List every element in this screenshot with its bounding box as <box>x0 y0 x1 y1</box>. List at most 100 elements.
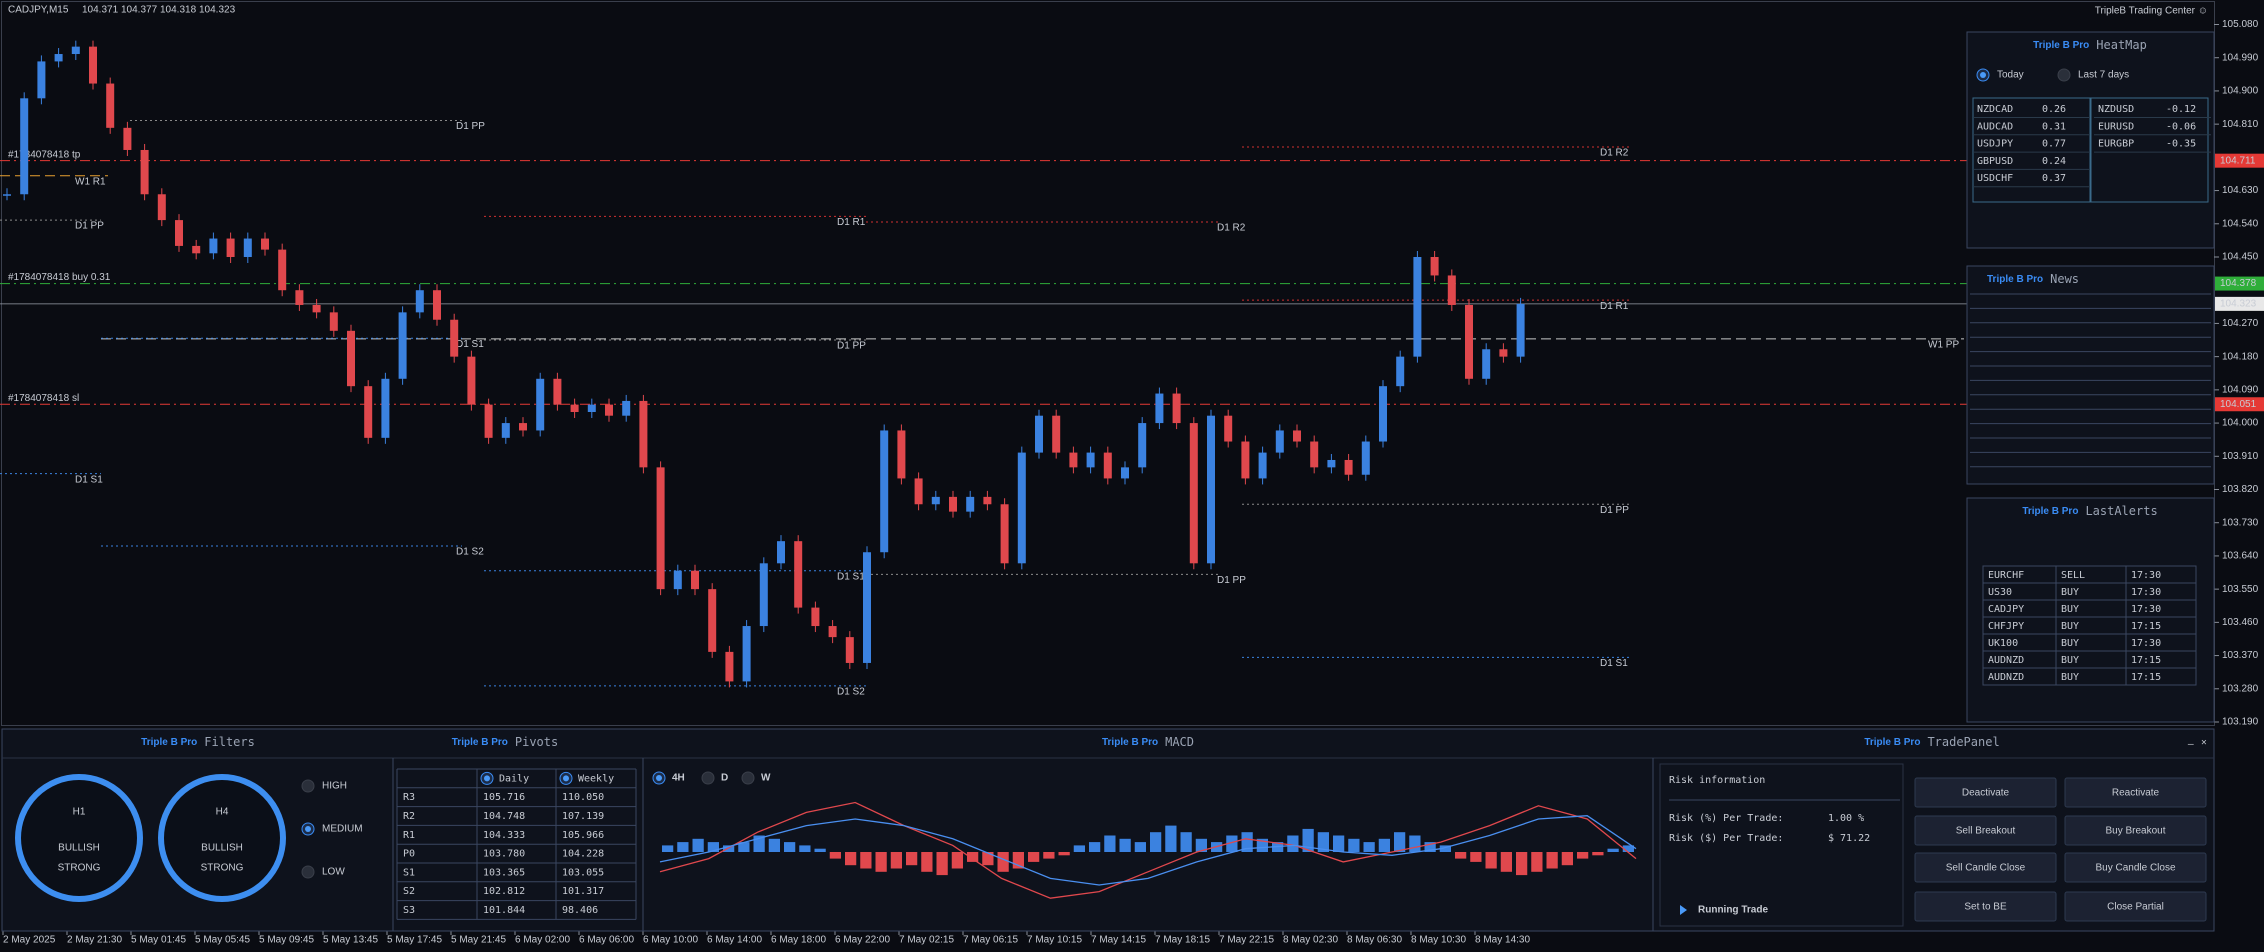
macd-bar <box>1516 852 1528 876</box>
order-label: #1784078418 sl <box>8 393 79 404</box>
price-marker <box>2215 397 2264 412</box>
gauge-ring <box>15 774 143 902</box>
alert-cell: UK100 <box>1988 638 2018 649</box>
candle <box>605 404 613 416</box>
trade-button[interactable] <box>2064 852 2207 883</box>
macd-bar <box>1378 838 1390 852</box>
filter-level: LOW <box>322 867 345 878</box>
running-trade[interactable]: Running Trade <box>1698 905 1768 916</box>
gauge-ring <box>158 774 286 902</box>
candle <box>312 304 321 313</box>
panel-title-name: Filters <box>204 735 255 749</box>
radio[interactable] <box>741 771 755 785</box>
macd-bar <box>784 842 796 852</box>
macd-bar <box>829 852 841 859</box>
pivot-cell: 98.406 <box>562 905 598 916</box>
level-label: W1 PP <box>1928 340 1959 351</box>
candle <box>71 46 80 55</box>
candle <box>639 400 648 468</box>
radio[interactable] <box>701 771 715 785</box>
panel-title-name: Pivots <box>515 735 558 749</box>
trade-button[interactable] <box>2064 777 2207 808</box>
macd-bar <box>1592 852 1604 856</box>
trade-button-label[interactable]: Sell Breakout <box>1956 826 2016 837</box>
trade-button[interactable] <box>1914 891 2057 922</box>
time-label: 8 May 10:30 <box>1411 935 1466 946</box>
panel-title: Triple B Pro TradePanel <box>1864 735 1999 749</box>
trade-button-label[interactable]: Deactivate <box>1962 788 2010 799</box>
gauge-timeframe: H1 <box>73 807 86 818</box>
minimize-button[interactable]: _ <box>2187 735 2194 746</box>
candle <box>37 61 46 99</box>
macd-bar <box>1561 852 1573 866</box>
candle <box>1224 415 1233 442</box>
time-label: 5 May 17:45 <box>387 935 442 946</box>
time-label: 8 May 14:30 <box>1475 935 1530 946</box>
trade-button-label[interactable]: Reactivate <box>2112 788 2160 799</box>
panel-title-brand: Triple B Pro <box>141 737 197 748</box>
macd-bar <box>1165 825 1177 852</box>
alert-cell: CHFJPY <box>1988 621 2024 632</box>
trade-button-label[interactable]: Set to BE <box>1964 902 2007 913</box>
candle <box>1138 423 1147 468</box>
radio-dot <box>305 826 311 832</box>
trade-button-label[interactable]: Buy Breakout <box>2105 826 2165 837</box>
alert-cell: BUY <box>2061 604 2079 615</box>
price-tick-label: 104.090 <box>2222 384 2259 395</box>
price-tick-label: 104.270 <box>2222 318 2259 329</box>
trade-button[interactable] <box>2064 815 2207 846</box>
time-label: 5 May 01:45 <box>131 935 186 946</box>
candle <box>1172 393 1181 424</box>
running-icon <box>1680 905 1687 915</box>
time-label: 2 May 21:30 <box>67 935 122 946</box>
candle <box>897 430 906 479</box>
candle <box>1258 452 1267 479</box>
radio[interactable] <box>301 865 315 879</box>
trade-button-label[interactable]: Close Partial <box>2107 902 2164 913</box>
level-label: D1 R2 <box>1217 223 1246 234</box>
macd-bar <box>951 852 963 869</box>
macd-bar <box>1439 845 1451 852</box>
candle <box>54 54 63 62</box>
level-label: D1 R1 <box>837 217 866 228</box>
candle <box>484 404 493 438</box>
pivot-cell: 104.333 <box>483 830 525 841</box>
price-tick-label: 103.730 <box>2222 517 2259 528</box>
pivot-cell: R1 <box>403 830 415 841</box>
panel-title-brand: Triple B Pro <box>1102 737 1158 748</box>
pair: EURUSD <box>2098 121 2134 132</box>
radio[interactable] <box>301 779 315 793</box>
panel-title-brand: Triple B Pro <box>452 737 508 748</box>
trade-button-label[interactable]: Buy Candle Close <box>2095 863 2175 874</box>
panel-title: Triple B Pro Filters <box>141 735 255 749</box>
close-button[interactable]: × <box>2201 738 2207 749</box>
panel-title: Triple B Pro MACD <box>1102 735 1194 749</box>
candle <box>398 312 407 379</box>
macd-bar <box>1226 835 1238 852</box>
candle <box>1017 452 1026 564</box>
bottom-panel <box>1 728 2215 932</box>
candle <box>622 400 631 416</box>
macd-bar <box>814 848 826 852</box>
candle <box>20 98 29 195</box>
alert-cell: 17:30 <box>2131 604 2161 615</box>
macd-bar <box>1256 838 1268 852</box>
radio[interactable] <box>2057 68 2071 82</box>
pivot-cell: 110.050 <box>562 792 604 803</box>
price-tick-label: 103.370 <box>2222 650 2259 661</box>
trade-button[interactable] <box>1914 777 2057 808</box>
level-label: D1 S2 <box>456 547 484 558</box>
pair-value: -0.12 <box>2166 104 2196 115</box>
macd-bar <box>677 842 689 852</box>
trade-button-label[interactable]: Sell Candle Close <box>1946 863 2026 874</box>
price-marker-label: 104.378 <box>2220 278 2257 289</box>
trade-button[interactable] <box>2064 891 2207 922</box>
trade-button[interactable] <box>1914 852 2057 883</box>
trade-button[interactable] <box>1914 815 2057 846</box>
level-label: W1 R1 <box>75 176 106 187</box>
panel-title: Triple B Pro LastAlerts <box>2022 504 2157 518</box>
level-label: D1 PP <box>1600 505 1629 516</box>
alert-row <box>1982 667 2197 686</box>
panel-title-name: LastAlerts <box>2085 504 2157 518</box>
ohlc-value: 104.371 <box>82 5 119 16</box>
